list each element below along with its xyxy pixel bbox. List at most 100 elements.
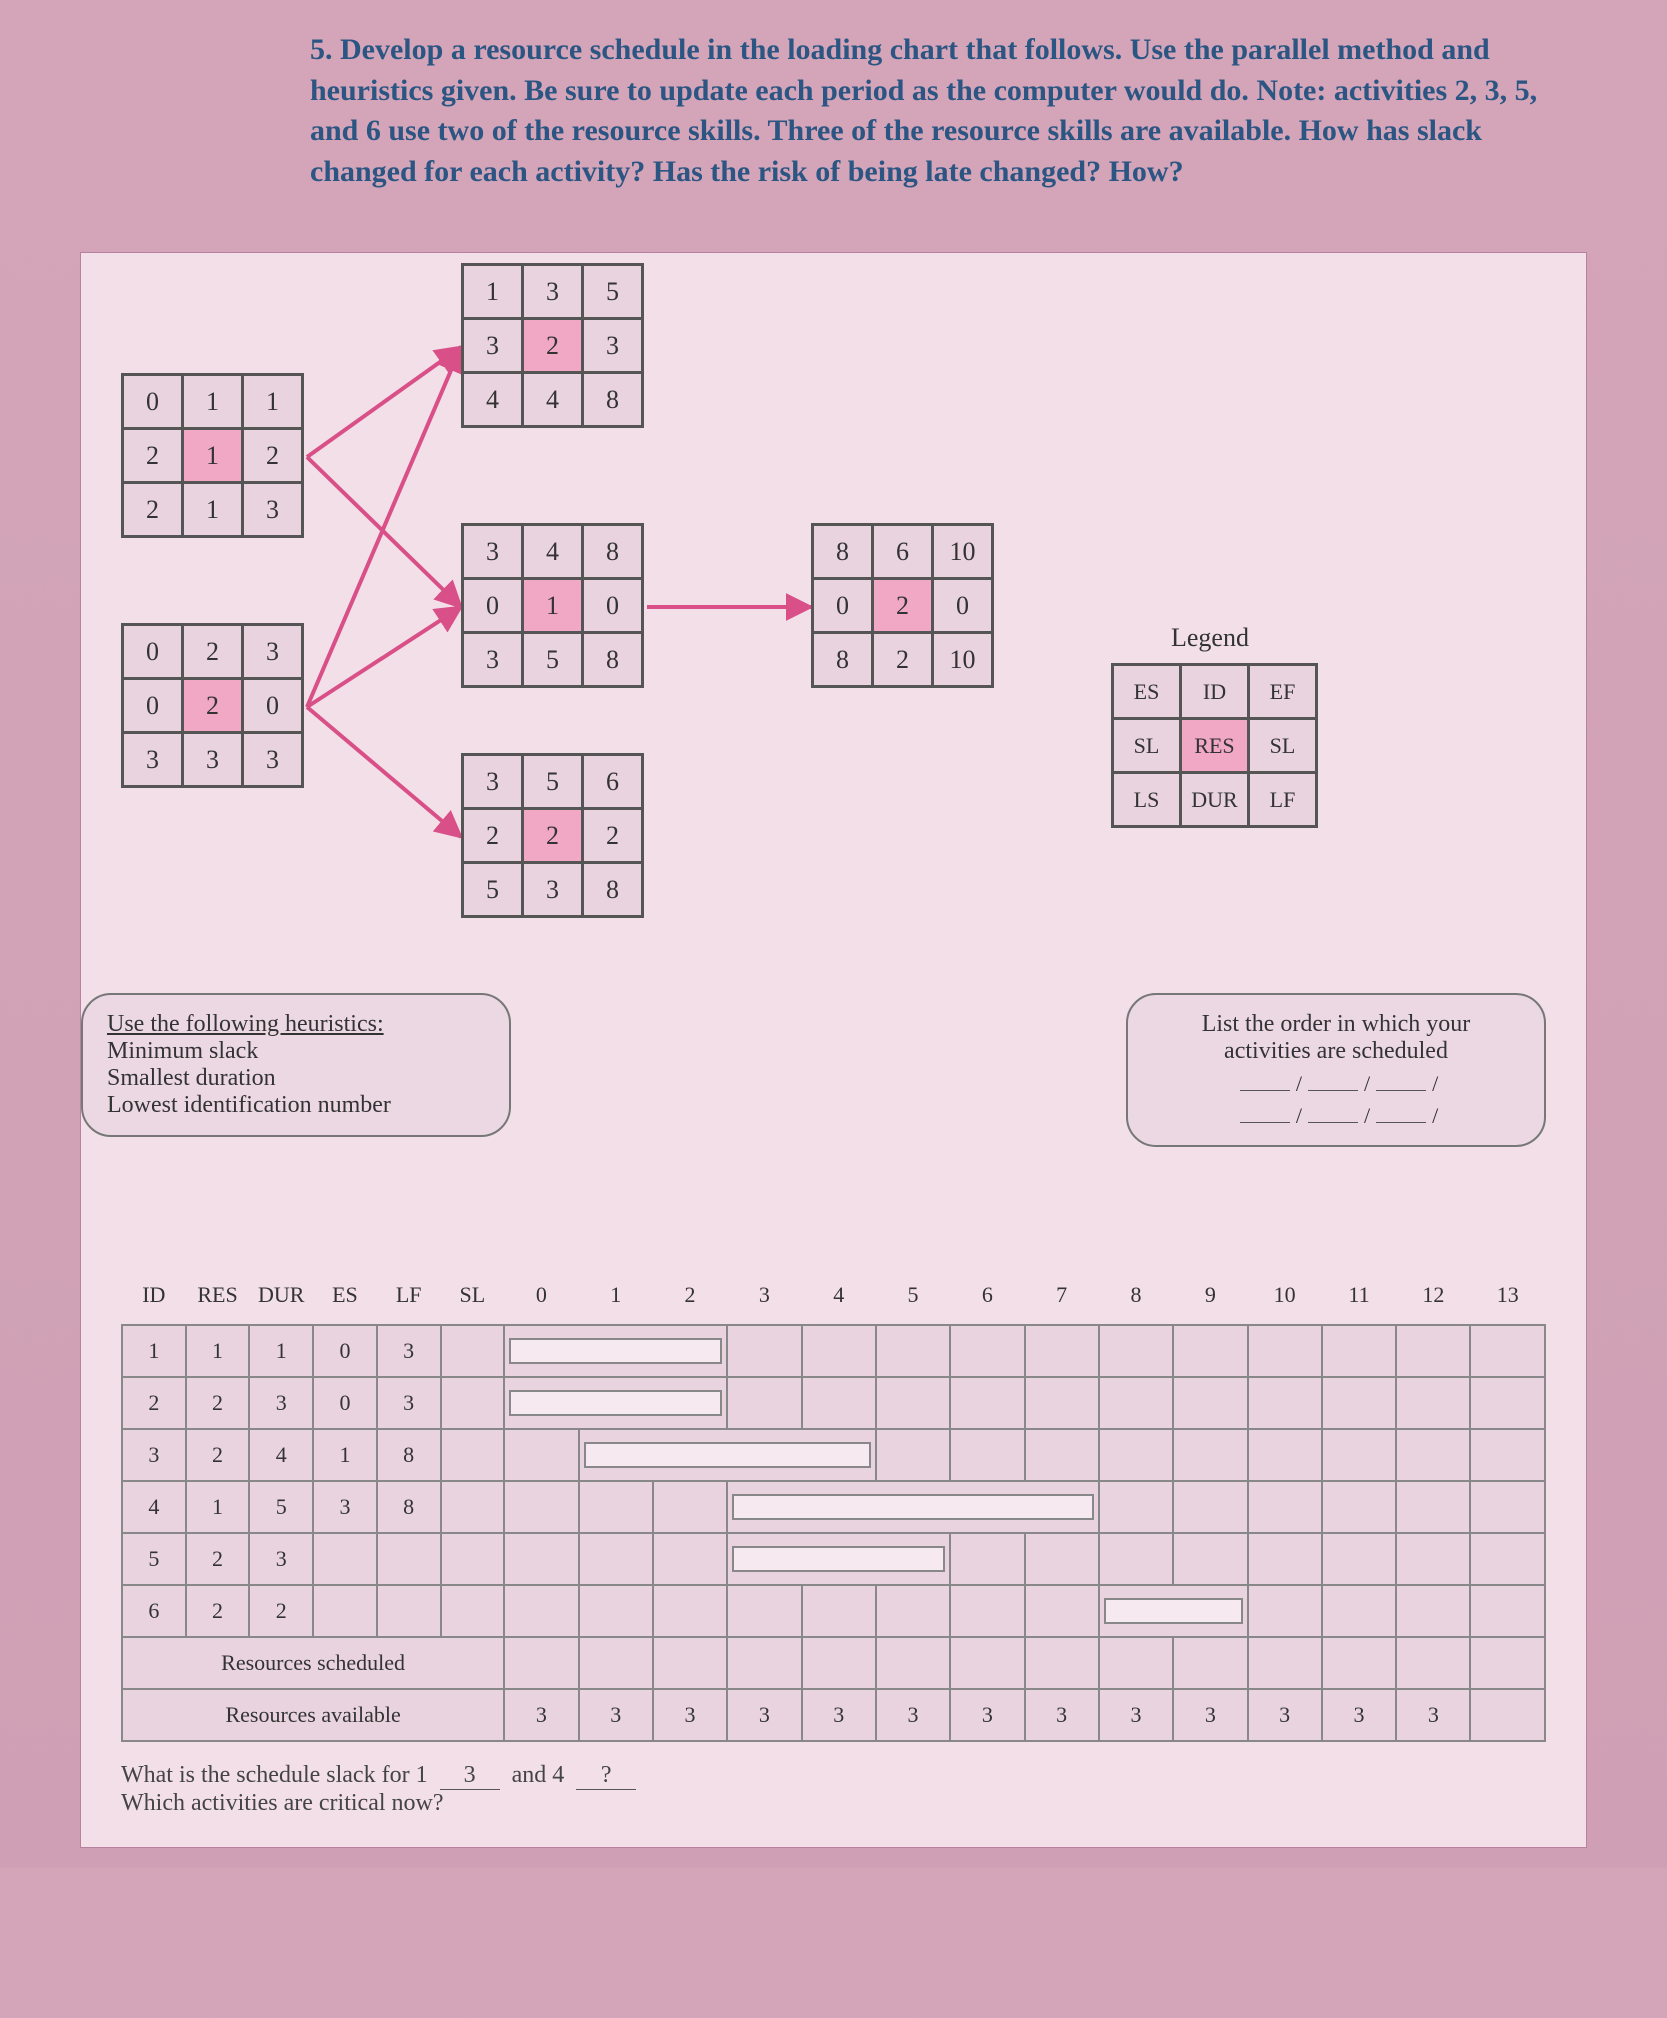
node-cell: 8 (813, 525, 873, 579)
node-cell: 3 (243, 733, 303, 787)
period-cell (1099, 1481, 1173, 1533)
node-cell: 0 (123, 625, 183, 679)
scheduled-cell (727, 1637, 801, 1689)
node-cell: 6 (583, 755, 643, 809)
period-cell (1099, 1377, 1173, 1429)
node-cell: 0 (463, 579, 523, 633)
period-cell (1173, 1533, 1247, 1585)
legend-cell: EF (1249, 665, 1317, 719)
period-cell (1470, 1429, 1545, 1481)
period-header: 12 (1396, 1273, 1470, 1325)
gantt-bar (584, 1442, 871, 1468)
activity-node: 135323448 (461, 263, 644, 428)
network-diagram: 0112122130230203331353234483480103583562… (121, 293, 1546, 1013)
sched-cell: 3 (249, 1377, 313, 1429)
period-header: 8 (1099, 1273, 1173, 1325)
node-cell: 8 (583, 863, 643, 917)
footer-questions: What is the schedule slack for 1 3 and 4… (121, 1762, 1546, 1817)
period-cell (950, 1585, 1024, 1637)
connector (307, 707, 461, 837)
sched-cell (441, 1585, 505, 1637)
period-cell (1396, 1481, 1470, 1533)
node-cell: 3 (463, 525, 523, 579)
period-cell (802, 1585, 876, 1637)
sched-cell: 3 (122, 1429, 186, 1481)
gantt-bar (1104, 1598, 1243, 1624)
period-cell (653, 1481, 727, 1533)
period-header: 10 (1248, 1273, 1322, 1325)
sched-cell: 3 (377, 1377, 441, 1429)
period-cell (579, 1429, 876, 1481)
period-cell (504, 1429, 578, 1481)
scheduled-cell (579, 1637, 653, 1689)
node-cell: 2 (583, 809, 643, 863)
node-cell: 8 (583, 633, 643, 687)
activity-node: 348010358 (461, 523, 644, 688)
legend-cell: SL (1113, 719, 1181, 773)
node-cell: 2 (243, 429, 303, 483)
connector (307, 347, 461, 457)
node-cell: 3 (463, 633, 523, 687)
sched-cell: 1 (186, 1325, 250, 1377)
node-cell: 0 (583, 579, 643, 633)
period-cell (727, 1481, 1099, 1533)
scheduled-cell (1322, 1637, 1396, 1689)
period-cell (579, 1533, 653, 1585)
order-line2: activities are scheduled (1152, 1038, 1520, 1065)
sched-cell: 8 (377, 1481, 441, 1533)
period-header: 1 (579, 1273, 653, 1325)
node-cell: 5 (583, 265, 643, 319)
order-slots: /// (1152, 1071, 1520, 1097)
node-cell: 5 (523, 633, 583, 687)
available-cell: 3 (1099, 1689, 1173, 1741)
period-cell (504, 1377, 727, 1429)
node-cell: 0 (933, 579, 993, 633)
period-cell (1173, 1325, 1247, 1377)
available-cell: 3 (653, 1689, 727, 1741)
legend-cell: LS (1113, 773, 1181, 827)
node-cell: 3 (583, 319, 643, 373)
period-cell (1396, 1325, 1470, 1377)
period-cell (1248, 1533, 1322, 1585)
node-cell: 3 (463, 755, 523, 809)
node-cell: 5 (523, 755, 583, 809)
node-cell: 2 (873, 579, 933, 633)
heuristics-line: Minimum slack (107, 1038, 485, 1065)
footer-q1a: What is the schedule slack for 1 (121, 1762, 428, 1788)
sched-cell (377, 1585, 441, 1637)
period-cell (1322, 1585, 1396, 1637)
sched-cell: 4 (122, 1481, 186, 1533)
period-cell (1322, 1481, 1396, 1533)
sched-cell: 5 (122, 1533, 186, 1585)
legend-cell: LF (1249, 773, 1317, 827)
node-cell: 8 (813, 633, 873, 687)
footer-q2: Which activities are critical now? (121, 1790, 444, 1816)
node-cell: 3 (243, 483, 303, 537)
legend-title: Legend (1171, 623, 1249, 653)
sched-header: ES (313, 1273, 377, 1325)
period-cell (1396, 1533, 1470, 1585)
period-cell (950, 1533, 1024, 1585)
heuristics-line: Lowest identification number (107, 1092, 485, 1119)
activity-node: 86100208210 (811, 523, 994, 688)
node-cell: 6 (873, 525, 933, 579)
sched-header: DUR (249, 1273, 313, 1325)
period-cell (727, 1585, 801, 1637)
sched-cell: 6 (122, 1585, 186, 1637)
sched-cell: 8 (377, 1429, 441, 1481)
period-cell (1173, 1377, 1247, 1429)
available-cell: 3 (1173, 1689, 1247, 1741)
period-cell (1396, 1585, 1470, 1637)
period-cell (504, 1533, 578, 1585)
sched-cell (441, 1325, 505, 1377)
scheduled-cell (1025, 1637, 1099, 1689)
sched-cell (441, 1481, 505, 1533)
scheduled-cell (1396, 1637, 1470, 1689)
diagram-container: 0112122130230203331353234483480103583562… (80, 252, 1587, 1848)
period-cell (1248, 1481, 1322, 1533)
activity-node: 356222538 (461, 753, 644, 918)
node-cell: 5 (463, 863, 523, 917)
period-header: 2 (653, 1273, 727, 1325)
period-cell (1248, 1377, 1322, 1429)
period-cell (653, 1585, 727, 1637)
